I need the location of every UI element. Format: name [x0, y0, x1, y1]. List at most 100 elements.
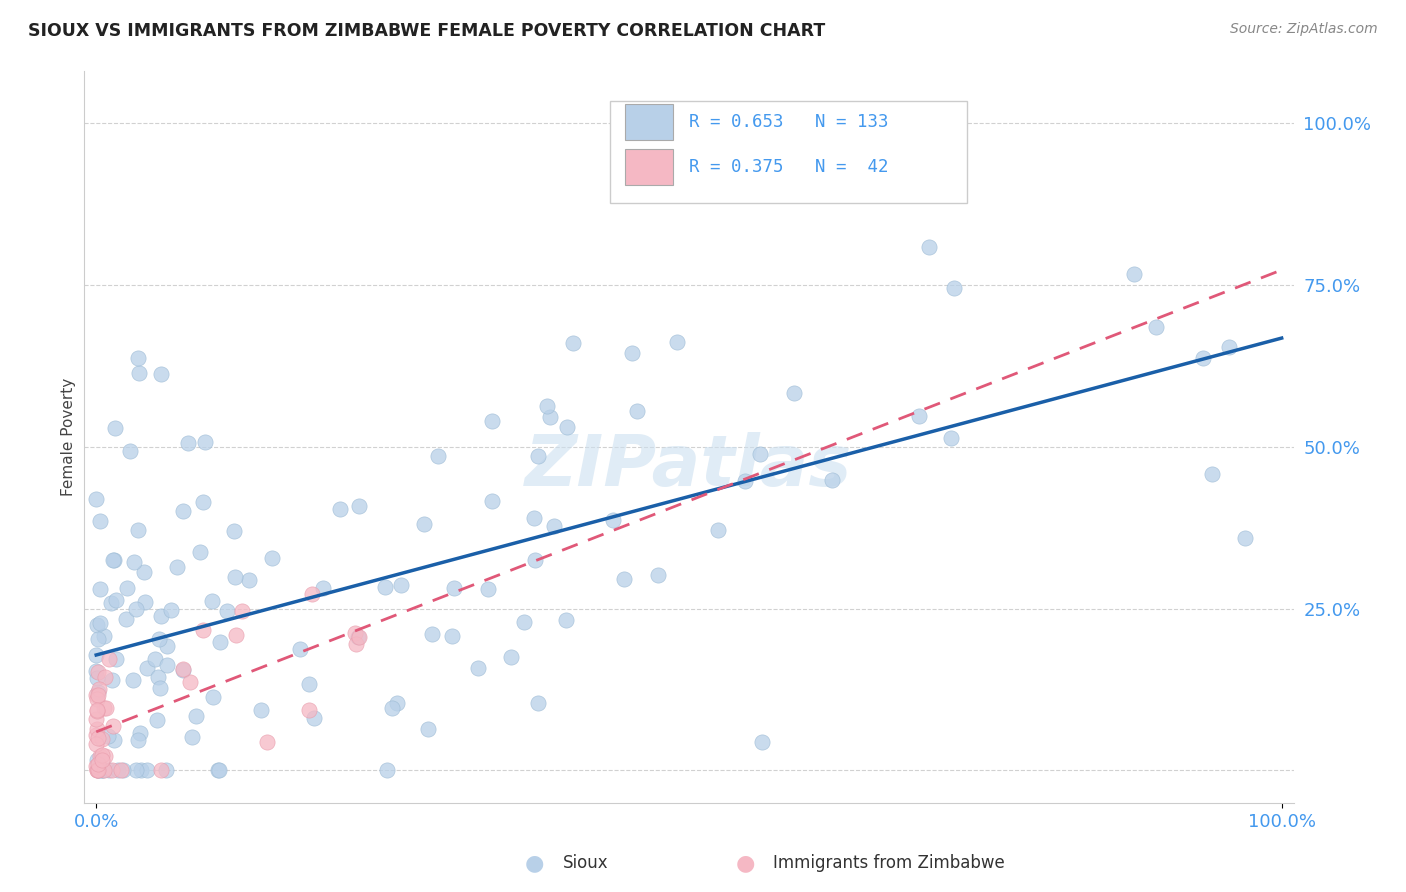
Point: [110, 764, 132, 778]
Point: [215, 604, 238, 618]
Point: [302, 710, 325, 724]
Point: [132, 566, 155, 580]
Point: [91, 764, 114, 778]
Point: [90, 764, 112, 778]
Point: [1191, 351, 1213, 365]
Point: [441, 629, 464, 643]
Point: [149, 681, 172, 695]
Text: ZIPatlas: ZIPatlas: [526, 432, 852, 500]
Point: [101, 764, 124, 778]
Point: [94, 670, 117, 684]
Point: [298, 703, 321, 717]
Point: [93, 701, 115, 715]
Point: [107, 764, 129, 778]
Point: [86, 704, 108, 718]
Point: [201, 690, 224, 704]
Point: [104, 421, 127, 435]
Point: [84, 664, 107, 678]
Point: [86, 491, 108, 506]
Point: [620, 346, 643, 360]
Point: [538, 409, 561, 424]
Text: R = 0.653   N = 133: R = 0.653 N = 133: [689, 113, 889, 131]
Point: [115, 612, 138, 626]
Point: [381, 701, 404, 715]
Point: [143, 652, 166, 666]
Point: [222, 524, 245, 538]
Point: [647, 568, 669, 582]
Point: [329, 502, 352, 516]
Point: [87, 688, 110, 702]
Point: [250, 703, 273, 717]
Point: [155, 658, 177, 673]
Point: [112, 764, 135, 778]
Point: [166, 560, 188, 574]
Point: [148, 670, 170, 684]
Point: [347, 499, 370, 513]
Point: [86, 722, 108, 736]
Point: [86, 692, 108, 706]
Point: [86, 671, 108, 685]
Text: R = 0.375   N =  42: R = 0.375 N = 42: [689, 158, 889, 176]
Point: [526, 449, 548, 463]
Point: [86, 618, 108, 632]
Point: [93, 629, 115, 643]
Point: [193, 495, 215, 509]
Point: [94, 701, 117, 715]
Point: [122, 673, 145, 687]
Point: [87, 764, 110, 778]
Point: [89, 749, 111, 764]
Point: [385, 696, 408, 710]
Point: [87, 731, 110, 745]
Point: [148, 632, 170, 646]
Text: SIOUX VS IMMIGRANTS FROM ZIMBABWE FEMALE POVERTY CORRELATION CHART: SIOUX VS IMMIGRANTS FROM ZIMBABWE FEMALE…: [28, 22, 825, 40]
Point: [125, 764, 148, 778]
Point: [125, 601, 148, 615]
Point: [527, 696, 550, 710]
Point: [89, 582, 111, 597]
Point: [209, 635, 232, 649]
Point: [89, 514, 111, 528]
Point: [412, 517, 434, 532]
Point: [238, 573, 260, 587]
Point: [513, 615, 536, 630]
Point: [194, 435, 217, 450]
Point: [523, 510, 546, 524]
Point: [311, 582, 333, 596]
Point: [86, 759, 108, 773]
Point: [89, 615, 111, 630]
Point: [117, 582, 139, 596]
Point: [84, 728, 107, 742]
Point: [101, 673, 124, 687]
Point: [374, 580, 396, 594]
Bar: [624, 150, 673, 185]
Point: [86, 703, 108, 717]
Point: [256, 735, 278, 749]
Point: [120, 443, 142, 458]
Point: [602, 513, 624, 527]
Point: [626, 404, 648, 418]
Point: [86, 764, 108, 778]
Point: [135, 764, 157, 778]
Point: [150, 764, 173, 778]
Point: [97, 764, 120, 778]
Point: [100, 596, 122, 610]
Point: [543, 519, 565, 533]
Point: [1201, 467, 1223, 481]
Point: [225, 627, 247, 641]
Point: [188, 545, 211, 559]
Point: [87, 632, 110, 646]
Point: [612, 572, 634, 586]
Point: [156, 639, 179, 653]
Point: [84, 688, 107, 702]
Point: [375, 764, 398, 778]
Point: [84, 712, 107, 726]
Point: [87, 665, 110, 679]
Point: [344, 637, 367, 651]
Point: [426, 449, 449, 463]
Point: [127, 523, 149, 537]
Point: [122, 556, 145, 570]
Point: [751, 735, 773, 749]
Point: [128, 366, 150, 380]
Point: [104, 593, 127, 607]
Point: [159, 603, 181, 617]
